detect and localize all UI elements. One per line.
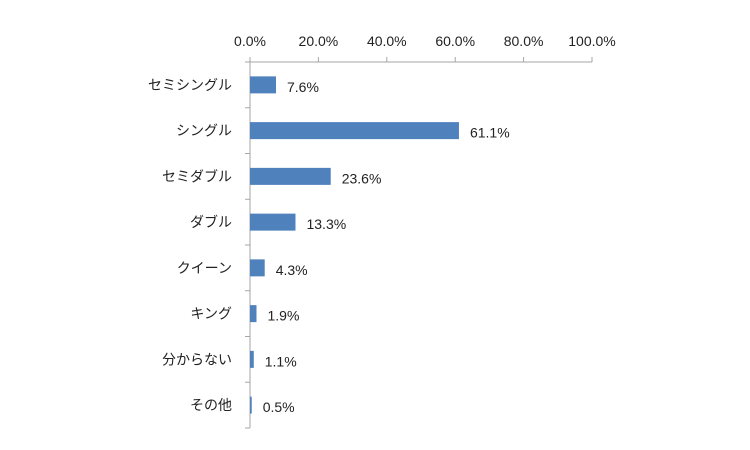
bar (250, 76, 276, 94)
data-label: 61.1% (470, 125, 510, 141)
data-label: 0.5% (263, 399, 295, 415)
bar (250, 213, 296, 231)
category-label: シングル (176, 124, 232, 140)
data-label: 4.3% (276, 262, 308, 278)
bar (250, 259, 265, 277)
x-tick-label: 20.0% (299, 33, 339, 49)
x-tick-label: 60.0% (435, 33, 475, 49)
category-label: その他 (190, 398, 232, 414)
bar (250, 122, 459, 140)
bar (250, 305, 257, 323)
category-label: クイーン (177, 261, 232, 277)
data-label: 1.9% (267, 308, 299, 324)
category-label: セミダブル (162, 168, 232, 185)
category-label: キング (190, 307, 232, 323)
x-tick-label: 100.0% (568, 33, 615, 49)
data-label: 13.3% (306, 216, 346, 232)
data-label: 23.6% (342, 170, 382, 186)
bar (250, 350, 254, 368)
x-tick-label: 80.0% (504, 33, 544, 49)
x-tick-label: 0.0% (234, 33, 266, 49)
data-label: 1.1% (265, 353, 297, 369)
category-label: ダブル (190, 214, 232, 231)
bar (250, 396, 252, 414)
category-label: 分からない (162, 352, 232, 368)
category-label: セミシングル (148, 78, 232, 94)
bar (250, 167, 331, 185)
x-tick-label: 40.0% (367, 33, 407, 49)
data-label: 7.6% (287, 79, 319, 95)
